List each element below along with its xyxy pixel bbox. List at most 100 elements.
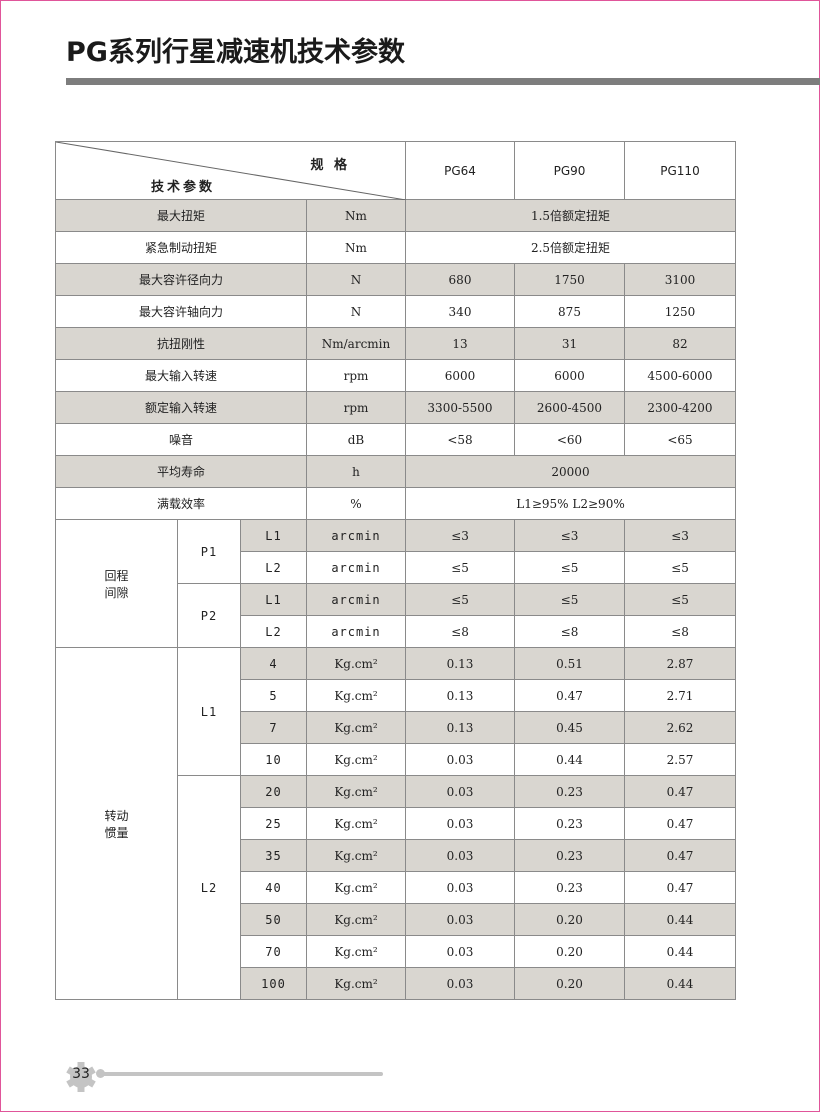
value-cell: 4500-6000: [624, 359, 736, 392]
table-row: 100 Kg.cm² 0.03 0.20 0.44: [56, 967, 736, 1000]
table-row: 7 Kg.cm² 0.13 0.45 2.62: [56, 711, 736, 744]
unit-cell: h: [306, 455, 406, 488]
value-cell: 0.23: [514, 807, 625, 840]
value-cell: 0.44: [514, 743, 625, 776]
diagonal-line: [56, 142, 406, 200]
ratio-cell: 4: [240, 647, 307, 680]
value-cell: ≤3: [405, 519, 515, 552]
value-cell: ≤5: [624, 551, 736, 584]
value-cell: 0.47: [624, 807, 736, 840]
value-cell: ≤3: [624, 519, 736, 552]
ratio-cell: 7: [240, 711, 307, 744]
stage-cell: L2: [240, 615, 307, 648]
table-row: 最大输入转速 rpm 6000 6000 4500-6000: [55, 359, 736, 392]
param-label: 技术参数: [151, 180, 216, 195]
value-cell: 0.20: [514, 967, 625, 1000]
table-row: 噪音 dB <58 <60 <65: [55, 423, 736, 456]
param-label: 紧急制动扭矩: [55, 231, 307, 264]
ratio-cell: 70: [240, 935, 307, 968]
title-divider: [66, 78, 820, 85]
ratio-cell: 40: [240, 871, 307, 904]
value-cell: 31: [514, 327, 625, 360]
unit-cell: Kg.cm²: [306, 967, 406, 1000]
table-row: 70 Kg.cm² 0.03 0.20 0.44: [56, 935, 736, 968]
value-cell: 0.51: [514, 647, 625, 680]
unit-cell: Nm: [306, 231, 406, 264]
unit-cell: Kg.cm²: [306, 807, 406, 840]
value-cell: 0.03: [405, 935, 515, 968]
model-header: PG64: [405, 141, 515, 200]
value-cell: 0.23: [514, 839, 625, 872]
value-cell: 1250: [624, 295, 736, 328]
param-label: 平均寿命: [55, 455, 307, 488]
ratio-cell: 10: [240, 743, 307, 776]
page-title: PG系列行星减速机技术参数: [66, 37, 405, 68]
value-cell: 82: [624, 327, 736, 360]
value-cell: 0.47: [624, 775, 736, 808]
unit-cell: arcmin: [306, 583, 406, 616]
unit-cell: Kg.cm²: [306, 839, 406, 872]
value-cell: 0.44: [624, 967, 736, 1000]
value-cell: ≤3: [514, 519, 625, 552]
unit-cell: Kg.cm²: [306, 935, 406, 968]
value-cell: 0.03: [405, 807, 515, 840]
table-row: 转动 惯量 L1 4 Kg.cm² 0.13 0.51 2.87: [55, 647, 736, 1000]
param-label: 额定输入转速: [55, 391, 307, 424]
value-cell: 340: [405, 295, 515, 328]
table-row: P2 L1 arcmin ≤5 ≤5 ≤5: [56, 583, 736, 648]
param-label: 抗扭刚性: [55, 327, 307, 360]
stage-cell: L2: [240, 551, 307, 584]
inertia-label: 转动 惯量: [55, 647, 178, 1000]
value-cell: ≤8: [405, 615, 515, 648]
value-cell: 0.23: [514, 871, 625, 904]
model-header: PG110: [624, 141, 736, 200]
value-cell: 0.44: [624, 935, 736, 968]
spec-table: 规 格 技术参数 PG64 PG90 PG110 最大扭矩 Nm 1.5倍额定扭矩紧…: [55, 141, 736, 1000]
table-row: 最大容许径向力 N 680 1750 3100: [55, 263, 736, 296]
value-cell: 680: [405, 263, 515, 296]
value-cell: 0.03: [405, 775, 515, 808]
ratio-cell: 5: [240, 679, 307, 712]
param-label: 满载效率: [55, 487, 307, 520]
value-cell: <60: [514, 423, 625, 456]
value-cell: 2.87: [624, 647, 736, 680]
value-cell: 0.47: [514, 679, 625, 712]
unit-cell: Nm: [306, 199, 406, 232]
value-cell: 2.62: [624, 711, 736, 744]
value-cell: ≤5: [624, 583, 736, 616]
value-cell: 0.03: [405, 743, 515, 776]
unit-cell: dB: [306, 423, 406, 456]
merged-value: L1≥95% L2≥90%: [405, 487, 736, 520]
value-cell: 0.23: [514, 775, 625, 808]
unit-cell: Kg.cm²: [306, 743, 406, 776]
ratio-cell: 25: [240, 807, 307, 840]
unit-cell: Kg.cm²: [306, 871, 406, 904]
value-cell: 0.13: [405, 647, 515, 680]
value-cell: 0.47: [624, 839, 736, 872]
ratio-cell: 20: [240, 775, 307, 808]
table-row: 回程 间隙 P1 L1 arcmin ≤3 ≤3 ≤3: [55, 519, 736, 648]
value-cell: ≤8: [624, 615, 736, 648]
table-row: 50 Kg.cm² 0.03 0.20 0.44: [56, 903, 736, 936]
page-number: 33: [72, 1066, 90, 1082]
backlash-label: 回程 间隙: [55, 519, 178, 648]
ratio-cell: 50: [240, 903, 307, 936]
table-row: 平均寿命 h 20000: [55, 455, 736, 488]
value-cell: 0.13: [405, 679, 515, 712]
value-cell: 2600-4500: [514, 391, 625, 424]
value-cell: <65: [624, 423, 736, 456]
table-row: 最大容许轴向力 N 340 875 1250: [55, 295, 736, 328]
value-cell: 3100: [624, 263, 736, 296]
group-label: L2: [177, 775, 241, 1000]
value-cell: 6000: [514, 359, 625, 392]
stage-cell: L1: [240, 519, 307, 552]
table-row: 25 Kg.cm² 0.03 0.23 0.47: [56, 807, 736, 840]
footer-line: [100, 1072, 383, 1076]
gear-icon: [66, 1062, 96, 1092]
param-label: 最大扭矩: [55, 199, 307, 232]
value-cell: 0.44: [624, 903, 736, 936]
group-label: P2: [177, 583, 241, 648]
unit-cell: Kg.cm²: [306, 903, 406, 936]
unit-cell: N: [306, 263, 406, 296]
value-cell: ≤5: [405, 583, 515, 616]
